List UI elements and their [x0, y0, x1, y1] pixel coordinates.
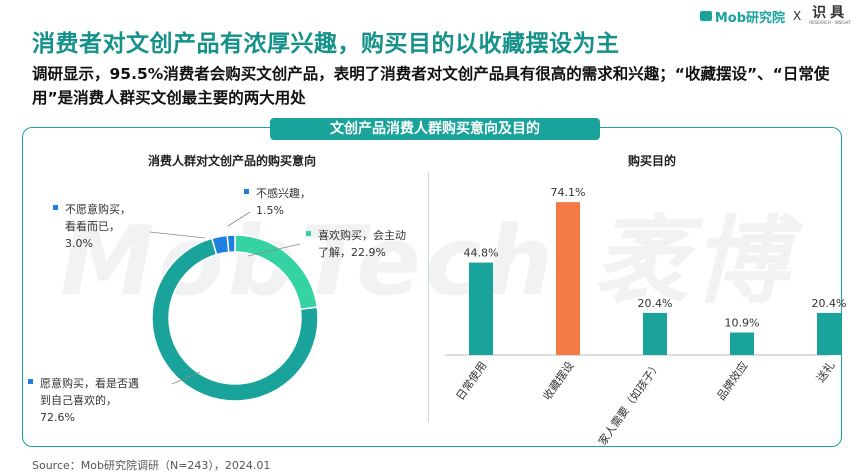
donut-chart-title: 消费人群对文创产品的购买意向	[148, 154, 317, 168]
bar-category-label-4: 送礼	[813, 359, 837, 385]
donut-label-1-2: 72.6%	[40, 411, 75, 424]
mob-logo-text: Mob研究院	[714, 10, 786, 26]
cobrand-logo: 识具 RESEARCH · INSIGHT	[809, 6, 851, 26]
bar-category-label-3: 品牌效应	[714, 359, 751, 403]
donut-slice-3	[226, 234, 236, 254]
panel-divider	[428, 172, 429, 422]
donut-label-2-0: 不愿意购买，	[65, 202, 131, 216]
bar-value-label-0: 44.8%	[464, 247, 499, 260]
bar-value-label-3: 10.9%	[725, 317, 760, 330]
bar-chart-title: 购买目的	[628, 154, 677, 168]
donut-leader-3	[227, 211, 251, 227]
brand-separator: X	[793, 9, 802, 23]
page-subtitle: 调研显示，95.5%消费者会购买文创产品，表明了消费者对文创产品具有很高的需求和…	[32, 65, 830, 107]
bar-2	[643, 312, 667, 355]
bar-category-label-0: 日常使用	[454, 359, 490, 402]
donut-label-0-0: 喜欢购买，会主动	[318, 228, 406, 242]
bar-4	[817, 312, 841, 355]
brand-header: Mob研究院 X 识具 RESEARCH · INSIGHT	[699, 6, 851, 26]
bar-category-label-2: 家人需要（如孩子）	[595, 359, 663, 448]
bar-value-label-1: 74.1%	[551, 186, 586, 199]
bar-3	[730, 332, 754, 355]
cobrand-tagline: RESEARCH · INSIGHT	[809, 20, 851, 25]
donut-leader-0	[247, 243, 301, 257]
donut-label-1-1: 到自己喜欢的，	[40, 393, 117, 407]
bar-category-label-1: 收藏摆设	[540, 359, 577, 403]
donut-label-2-1: 看看而已，	[65, 219, 120, 233]
donut-slice-1	[151, 237, 319, 402]
donut-bullet-3	[244, 189, 249, 194]
cobrand-text: 识具	[812, 5, 849, 21]
mob-logo: Mob研究院	[699, 7, 786, 26]
donut-bullet-1	[28, 379, 33, 384]
panel-title: 文创产品消费人群购买意向及目的	[270, 118, 600, 140]
donut-label-1-0: 愿意购买，看是否遇	[40, 376, 139, 390]
donut-bullet-0	[306, 231, 311, 236]
bar-1	[556, 202, 580, 355]
bar-0	[469, 262, 493, 355]
donut-slice-0	[234, 234, 319, 311]
mob-logo-icon	[699, 11, 712, 21]
donut-label-2-2: 3.0%	[65, 237, 93, 250]
donut-leader-2	[149, 231, 206, 239]
donut-label-3-1: 1.5%	[256, 204, 284, 217]
donut-label-3-0: 不感兴趣，	[256, 186, 311, 200]
page-title: 消费者对文创产品有浓厚兴趣，购买目的以收藏摆设为主	[32, 31, 620, 57]
source-note: Source：Mob研究院调研（N=243），2024.01	[32, 459, 271, 472]
bar-value-label-4: 20.4%	[812, 297, 847, 310]
donut-label-0-1: 了解，22.9%	[318, 245, 386, 259]
donut-bullet-2	[53, 205, 58, 210]
donut-leader-1	[171, 371, 201, 385]
bar-value-label-2: 20.4%	[638, 297, 673, 310]
